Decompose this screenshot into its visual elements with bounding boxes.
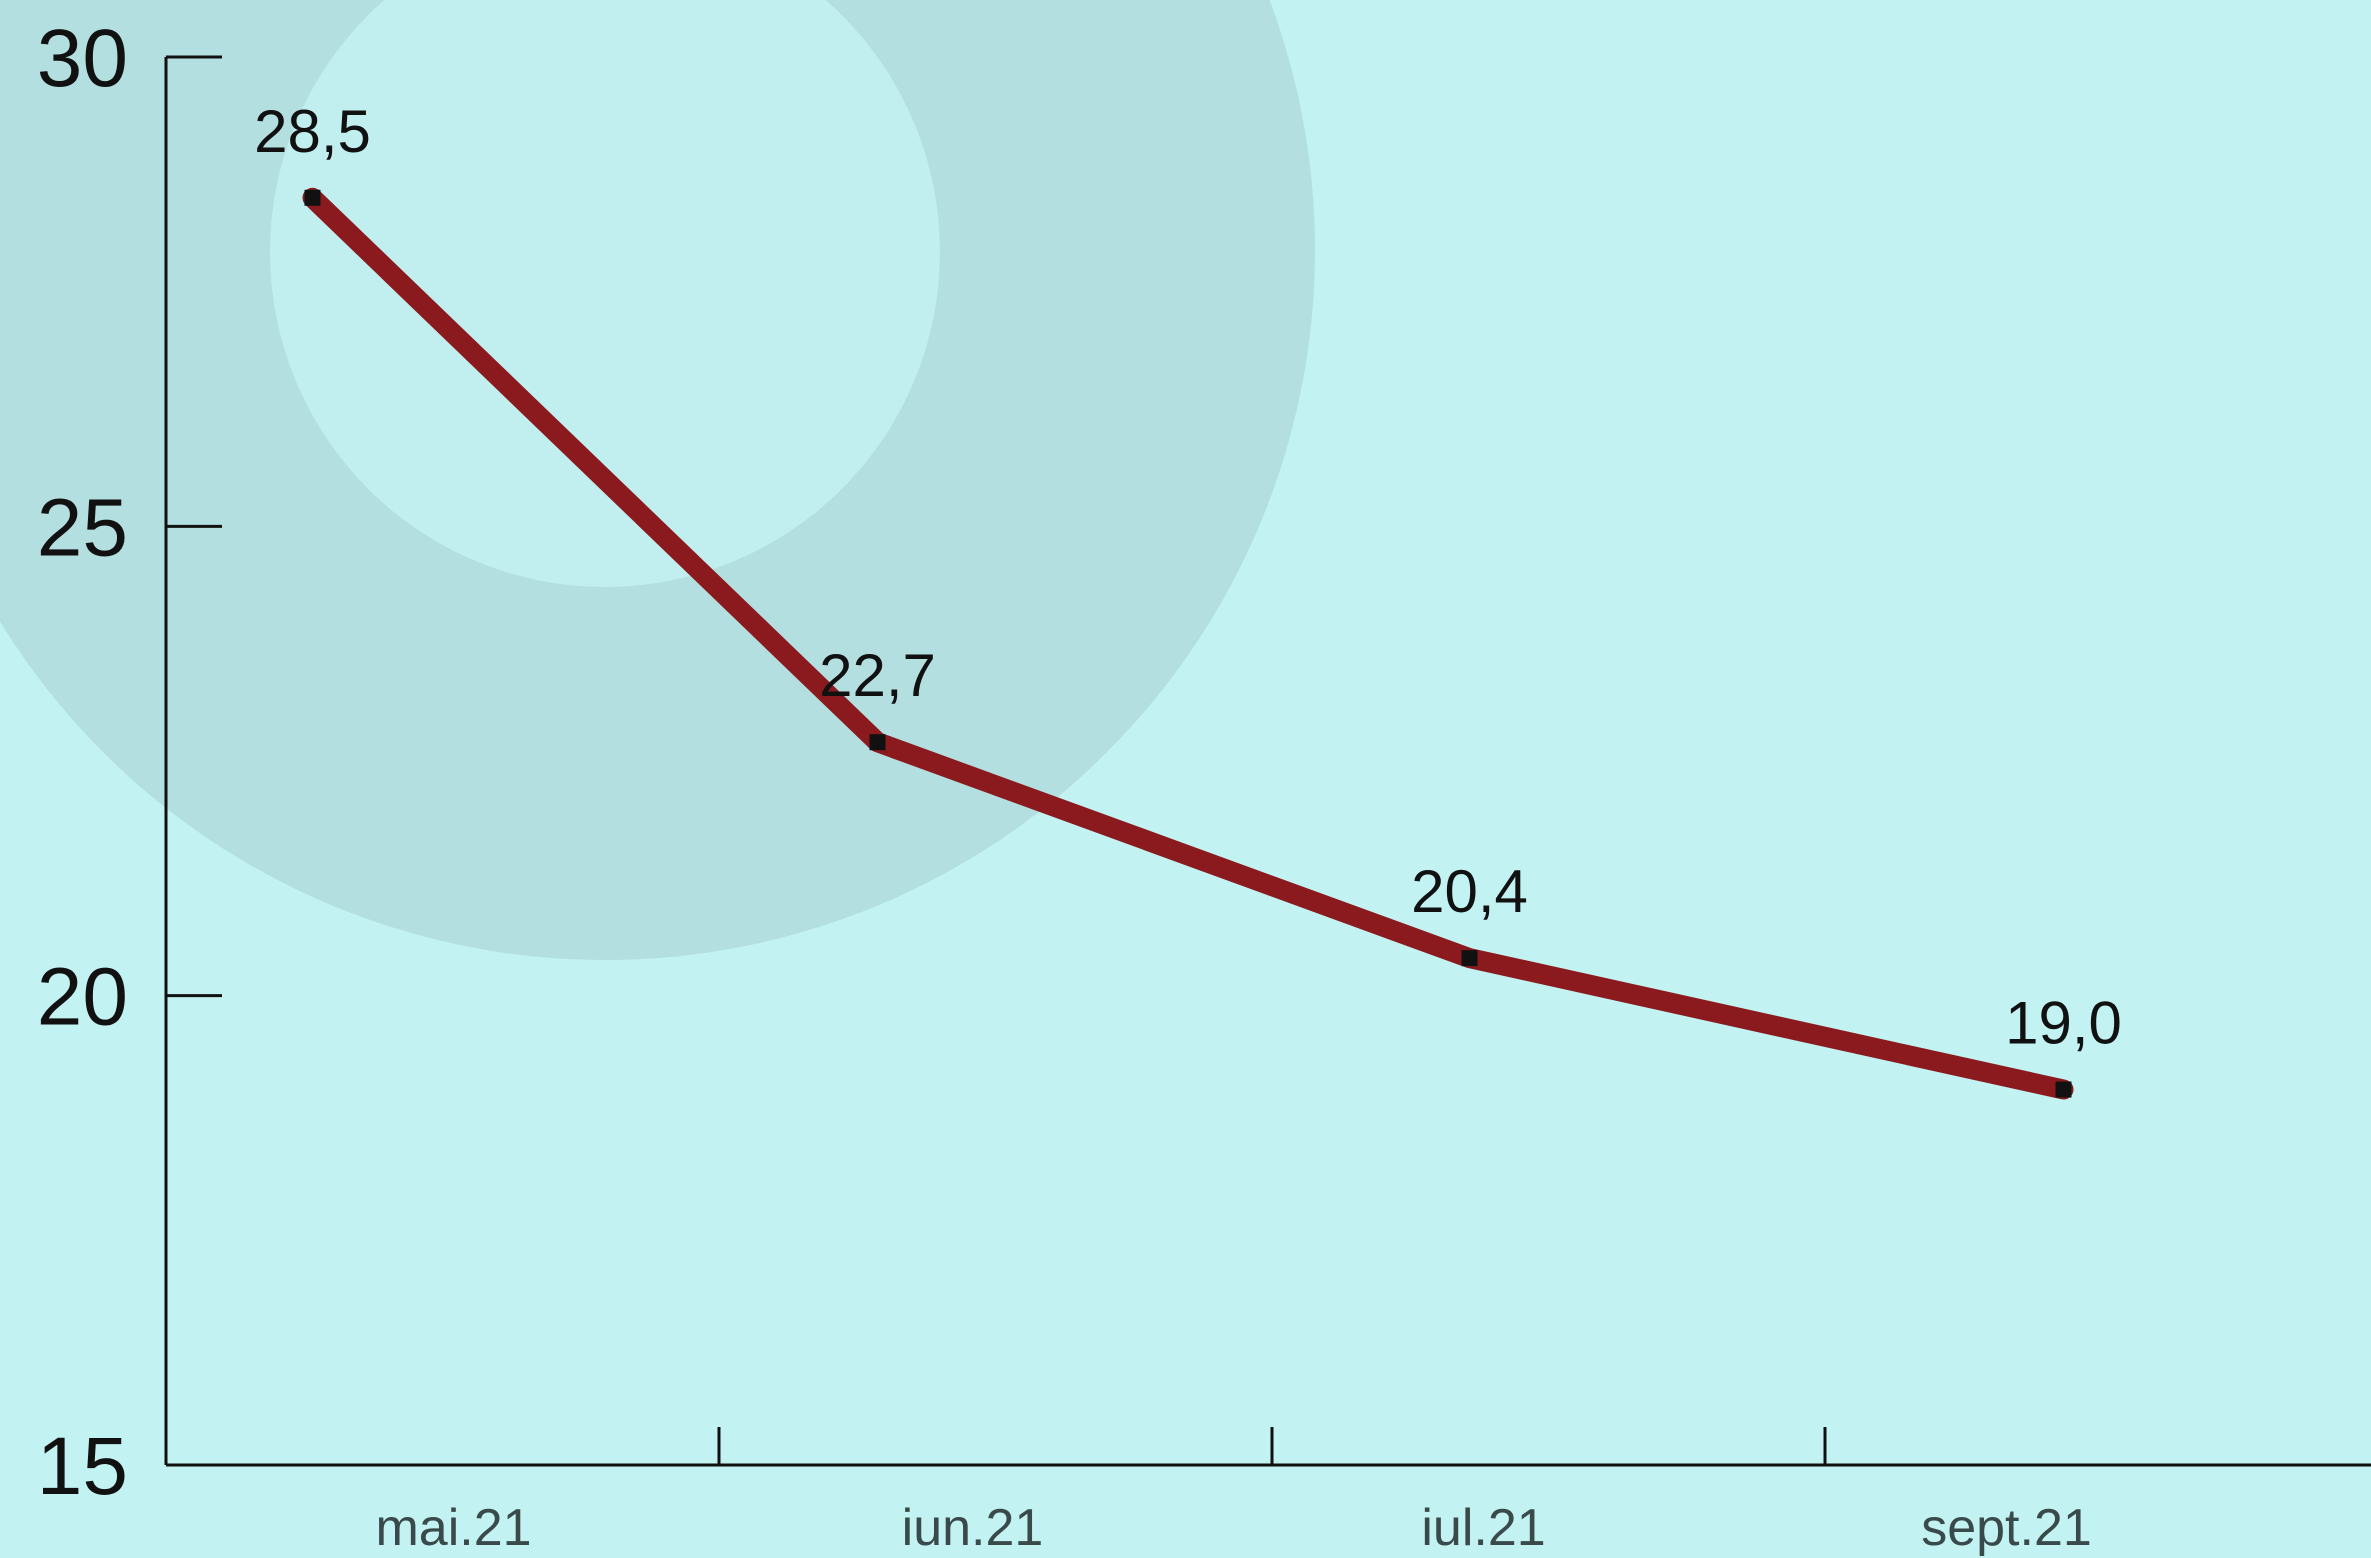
data-labels: 28,5 22,7 20,4 19,0 (254, 98, 2122, 1057)
data-point-marker (2055, 1081, 2072, 1098)
x-tick-label: mai.21 (375, 1499, 531, 1557)
data-point-marker (1461, 950, 1478, 967)
data-point-marker (304, 189, 321, 206)
data-label: 22,7 (819, 642, 936, 709)
y-tick-label: 25 (37, 482, 128, 573)
x-tick-label: iul.21 (1421, 1499, 1545, 1557)
data-label: 19,0 (2005, 990, 2122, 1057)
data-point-marker (869, 734, 886, 751)
decor-circle-inner (270, 0, 940, 587)
data-label: 20,4 (1411, 858, 1528, 925)
x-tick-label: iun.21 (902, 1499, 1044, 1557)
series-line-path (302, 187, 2074, 1100)
y-tick-label: 15 (37, 1421, 128, 1512)
axes: 15 20 25 30 mai.21 iun.21 iul.21 sept.21 (37, 13, 2371, 1557)
data-label: 28,5 (254, 98, 371, 165)
series-line (302, 187, 2074, 1100)
x-tick-label: sept.21 (1921, 1499, 2092, 1557)
background-decoration (0, 0, 1315, 960)
y-tick-label: 30 (37, 13, 128, 104)
y-tick-label: 20 (37, 952, 128, 1043)
